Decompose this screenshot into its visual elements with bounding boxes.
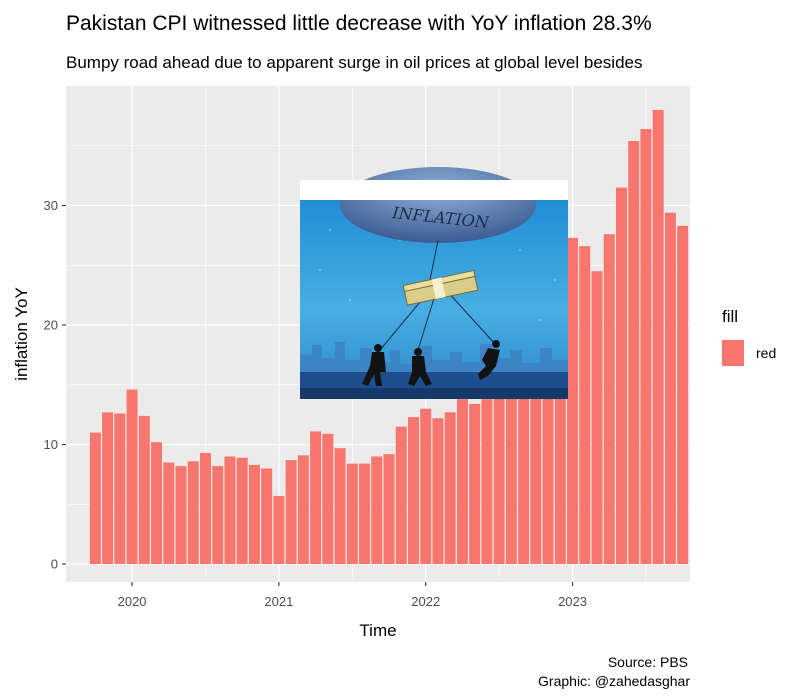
bar [567, 237, 579, 565]
bar [187, 461, 199, 565]
bar [310, 431, 322, 565]
bar [664, 212, 676, 565]
bar [285, 460, 297, 565]
bar [407, 417, 419, 565]
bar [175, 466, 187, 565]
caption-graphic: Graphic: @zahedasghar [538, 673, 690, 689]
chart-title: Pakistan CPI witnessed little decrease w… [66, 12, 652, 35]
bar [481, 399, 493, 565]
bar [199, 452, 211, 565]
bar [334, 448, 346, 565]
bar [469, 403, 481, 565]
y-tick-label: 30 [44, 198, 58, 213]
bar [493, 396, 505, 565]
bar [603, 234, 615, 565]
bar [151, 442, 163, 565]
legend: fill red [722, 307, 776, 366]
bar [261, 468, 273, 565]
x-tick-label: 2021 [264, 594, 293, 609]
bar [102, 412, 114, 565]
bar [677, 225, 689, 565]
x-tick-label: 2022 [411, 594, 440, 609]
bar [322, 433, 334, 565]
bar [518, 372, 530, 565]
bar [359, 463, 371, 565]
bar [126, 389, 138, 565]
bar [530, 309, 542, 565]
y-axis-title: inflation YoY [12, 287, 31, 381]
legend-key-red [722, 340, 744, 366]
x-tick-label: 2023 [558, 594, 587, 609]
bar [89, 432, 101, 565]
bar [615, 187, 627, 565]
bar [138, 415, 150, 565]
bar [505, 394, 517, 565]
x-axis: 2020 2021 2022 2023 [118, 582, 587, 609]
x-tick-label: 2020 [118, 594, 147, 609]
bar [432, 418, 444, 565]
inflation-balloon-image: INFLATION [300, 167, 568, 399]
bar [652, 109, 664, 565]
bar [163, 462, 175, 565]
bar [395, 426, 407, 565]
bar [346, 463, 358, 565]
bar [628, 140, 640, 565]
y-tick-label: 20 [44, 318, 58, 333]
bar [248, 464, 260, 565]
legend-label-red: red [756, 345, 776, 361]
bar [542, 286, 554, 565]
chart-subtitle: Bumpy road ahead due to apparent surge i… [66, 53, 642, 72]
bar [383, 454, 395, 565]
bar [273, 495, 285, 565]
bar [114, 413, 126, 565]
bar [554, 271, 566, 565]
caption-source: Source: PBS [608, 654, 688, 670]
y-tick-label: 10 [44, 437, 58, 452]
x-axis-title: Time [359, 621, 396, 640]
bar [212, 466, 224, 565]
bar [371, 456, 383, 565]
bars [89, 109, 689, 565]
y-axis: 0 10 20 30 [44, 198, 66, 572]
bar [591, 271, 603, 565]
bar [297, 455, 309, 565]
legend-title: fill [722, 307, 738, 326]
bar [236, 457, 248, 565]
bar [640, 129, 652, 565]
bar [579, 246, 591, 565]
bar [456, 399, 468, 565]
y-tick-label: 0 [51, 557, 58, 572]
bar [420, 408, 432, 565]
bar [224, 456, 236, 565]
bar [444, 412, 456, 565]
